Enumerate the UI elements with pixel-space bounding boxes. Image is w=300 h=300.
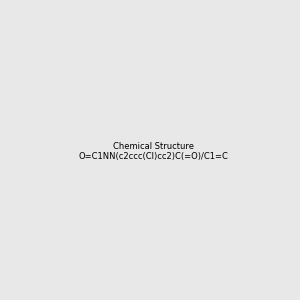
Text: Chemical Structure
O=C1NN(c2ccc(Cl)cc2)C(=O)/C1=C: Chemical Structure O=C1NN(c2ccc(Cl)cc2)C…	[79, 142, 229, 161]
